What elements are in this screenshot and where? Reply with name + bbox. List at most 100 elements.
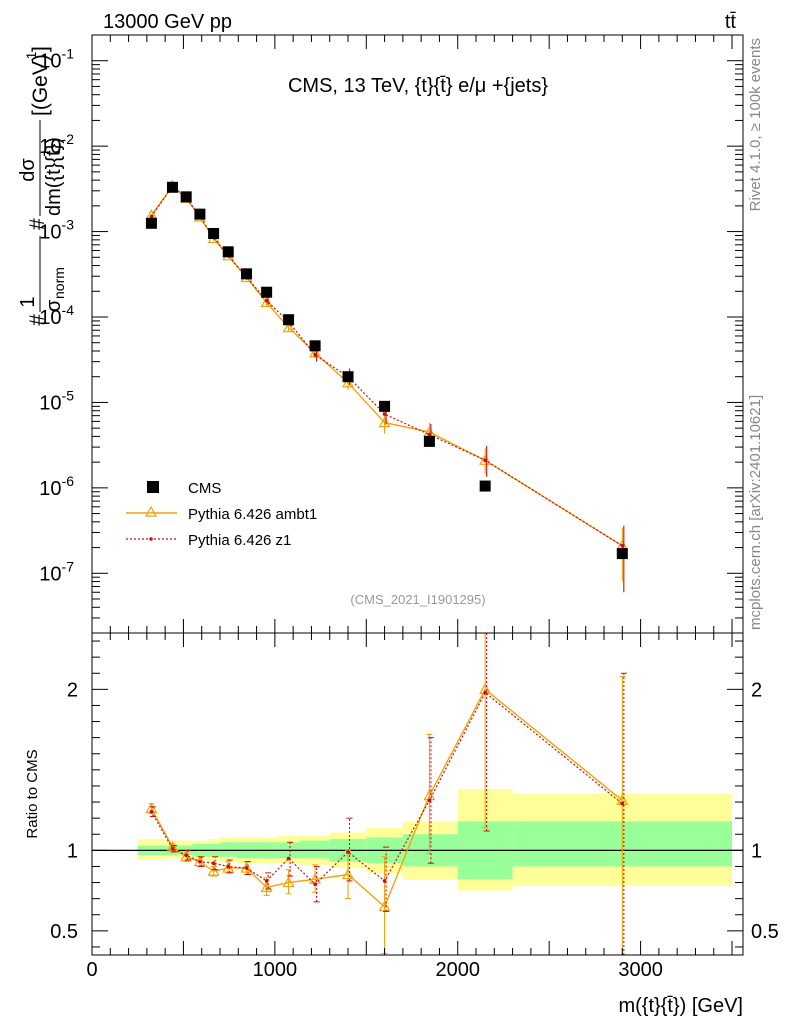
main-y-tick-label: 10-7 — [39, 558, 74, 585]
x-tick-label: 3000 — [618, 959, 663, 981]
mcplots-label: mcplots.cern.ch [arXiv:2401.10621] — [747, 395, 764, 630]
main-point-cms — [241, 268, 253, 280]
main-point-cms — [222, 246, 234, 258]
legend-marker-cms — [147, 481, 159, 493]
ratio-point-z1 — [244, 866, 249, 870]
ylabel-sigma: σ — [43, 299, 65, 312]
main-series-line-1 — [150, 185, 623, 547]
main-point-cms — [261, 286, 273, 298]
legend-label-z1: Pythia 6.426 z1 — [188, 532, 291, 549]
main-point-z1 — [382, 412, 387, 416]
main-point-z1 — [620, 543, 625, 548]
ratio-point-z1 — [211, 861, 216, 866]
ratio-ylabel: Ratio to CMS — [24, 749, 41, 838]
ratio-point-z1 — [184, 853, 188, 857]
ylabel-norm-sub: norm — [51, 267, 67, 299]
ratio-y-tick-label: 1 — [67, 840, 78, 862]
ratio-point-z1 — [170, 846, 175, 851]
ratio-point-z1 — [620, 801, 625, 806]
ylabel-dsigma: dσ — [17, 158, 39, 182]
ratio-y-tick-label-right: 1 — [751, 840, 762, 862]
main-point-cms — [180, 191, 192, 203]
ylabel-hash1: # — [26, 314, 49, 326]
ratio-point-z1 — [264, 879, 269, 883]
main-point-cms — [423, 435, 435, 447]
main-point-cms — [166, 181, 178, 193]
main-series-line-2 — [150, 185, 623, 547]
ratio-point-ambt1 — [341, 868, 355, 880]
main-point-z1 — [149, 214, 154, 219]
ylabel-units: [(GeV) — [29, 54, 52, 116]
legend-marker-ambt1 — [144, 505, 158, 517]
ylabel-units-close: ] — [29, 46, 52, 52]
ratio-point-ambt1 — [207, 865, 220, 876]
ratio-point-ambt1 — [378, 900, 391, 912]
analysis-ref: (CMS_2021_I1901295) — [350, 592, 485, 607]
rivet-label: Rivet 4.1.0, ≥ 100k events — [747, 38, 764, 211]
main-y-tick-label: 10-5 — [39, 387, 74, 414]
main-panel: 10-7 10-6 10-5 10-4 10-3 10-2 10-1 CMS, 13 TeV… — [17, 34, 744, 634]
ylabel-units-exp: -1 — [23, 51, 39, 64]
main-point-ambt1 — [479, 454, 492, 465]
main-point-ambt1 — [341, 376, 355, 388]
ratio-point-ambt1 — [166, 840, 179, 852]
ratio-y-tick-label: 0.5 — [50, 921, 78, 943]
header-left-label: 13000 GeV pp — [103, 11, 232, 33]
main-point-cms — [479, 480, 491, 492]
plot-title: CMS, 13 TeV, {t}{t̄} e/μ +{jets} — [288, 75, 548, 97]
legend-marker-z1 — [149, 537, 153, 541]
ratio-frame — [91, 632, 744, 956]
main-point-ambt1 — [260, 296, 273, 308]
x-tick-label: 2000 — [435, 959, 480, 981]
main-point-cms — [283, 314, 295, 326]
ratio-point-ambt1 — [222, 861, 235, 873]
main-point-ambt1 — [282, 321, 295, 333]
ratio-point-z1 — [286, 856, 291, 861]
legend-label-cms: CMS — [188, 480, 221, 497]
uncertainty-band-inner — [300, 840, 330, 859]
ratio-point-z1 — [198, 859, 202, 864]
main-ylabel: # 1 σ norm # dσ dm({t}{t̄}) [(GeV) -1 ] — [17, 46, 67, 326]
ratio-panel: 0 1000 2000 3000 0.5 0.5 1 1 2 2 Ratio to CMS m({… — [24, 632, 779, 1017]
ratio-point-z1 — [427, 798, 432, 803]
main-point-z1 — [264, 298, 269, 303]
ylabel-hash2: # — [26, 218, 49, 230]
main-point-z1 — [313, 353, 317, 357]
main-point-z1 — [427, 432, 432, 437]
ratio-point-z1 — [346, 850, 350, 854]
main-point-ambt1 — [378, 416, 391, 428]
legend: CMS Pythia 6.426 ambt1 Pythia 6.426 z1 — [126, 480, 317, 549]
ratio-point-z1 — [313, 882, 317, 886]
main-point-ambt1 — [309, 346, 322, 358]
x-tick-label: 1000 — [253, 959, 298, 981]
main-point-cms — [194, 208, 206, 220]
uncertainty-band-inner — [220, 842, 237, 857]
main-point-z1 — [483, 458, 487, 463]
ratio-y-tick-label-right: 2 — [751, 679, 762, 701]
main-y-tick-label: 10-1 — [39, 46, 74, 73]
ratio-point-ambt1 — [260, 881, 273, 892]
main-point-cms — [616, 548, 628, 560]
ratio-y-tick-label: 2 — [67, 679, 78, 701]
main-y-tick-label: 10-6 — [39, 473, 74, 500]
ratio-point-z1 — [226, 864, 231, 869]
ratio-point-z1 — [382, 879, 387, 883]
ratio-point-z1 — [483, 690, 487, 695]
header-right-label: tt̄ — [725, 11, 737, 33]
ylabel-one: 1 — [17, 296, 39, 307]
main-point-cms — [145, 217, 157, 229]
main-point-cms — [342, 371, 354, 383]
x-tick-label: 0 — [86, 959, 97, 981]
legend-label-ambt1: Pythia 6.426 ambt1 — [188, 506, 317, 523]
main-point-cms — [309, 340, 321, 352]
main-y-tick-label: 10-2 — [39, 131, 74, 158]
main-y-tick-label: 10-3 — [39, 217, 74, 244]
main-point-cms — [208, 227, 220, 239]
ratio-point-ambt1 — [282, 876, 295, 888]
ylabel-dm: dm({t}{t̄}) — [43, 137, 65, 216]
ratio-y-tick-label-right: 0.5 — [751, 921, 779, 943]
x-axis-label: m({t}{t̄}) [GeV] — [618, 995, 743, 1017]
ratio-point-z1 — [149, 809, 154, 814]
ratio-point-ambt1 — [193, 855, 206, 867]
